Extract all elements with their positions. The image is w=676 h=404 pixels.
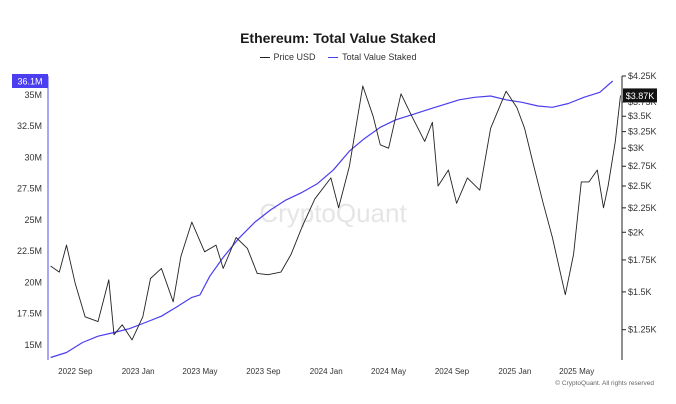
x-tick-label: 2024 Sep [435, 367, 470, 376]
left-tick-label: 27.5M [17, 184, 42, 194]
x-tick-label: 2024 May [371, 367, 406, 376]
x-tick-label: 2024 Jan [310, 367, 343, 376]
value-badges: 36.1M $3.87K [12, 74, 657, 103]
x-tick-label: 2023 May [182, 367, 217, 376]
copyright-footer: © CryptoQuant. All rights reserved [555, 380, 654, 387]
staked-value-badge-bg [12, 74, 48, 89]
left-tick-label: 22.5M [17, 246, 42, 256]
left-tick-label: 30M [24, 152, 42, 162]
x-tick-label: 2025 Jan [498, 367, 531, 376]
legend-staked[interactable]: Total Value Staked [328, 52, 416, 62]
right-tick-label: $1.25K [628, 325, 657, 335]
right-tick-label: $3.25K [628, 127, 657, 137]
right-axis: $1.25K $1.5K $1.75K $2K $2.25K $2.5K $2.75K $3K… [621, 71, 657, 360]
x-tick-label: 2025 May [559, 367, 594, 376]
right-tick-label: $1.75K [628, 255, 657, 265]
series-layer [50, 80, 621, 359]
staked-value-badge: 36.1M [17, 77, 42, 87]
x-tick-label: 2023 Sep [246, 367, 281, 376]
chart-legend: Price USD Total Value Staked [0, 52, 676, 62]
left-tick-label: 25M [24, 215, 42, 225]
right-tick-label: $3K [628, 143, 644, 153]
right-tick-label: $1.5K [628, 287, 652, 297]
legend-price-label: Price USD [273, 52, 316, 62]
right-tick-label: $2.5K [628, 181, 652, 191]
left-tick-label: 17.5M [17, 309, 42, 319]
legend-price[interactable]: Price USD [259, 52, 316, 62]
left-tick-label: 32.5M [17, 121, 42, 131]
right-tick-label: $2K [628, 227, 644, 237]
price-series-line [50, 85, 621, 341]
left-axis: 15M 17.5M 20M 22.5M 25M 27.5M 30M 32.5M 35M [17, 76, 49, 360]
x-tick-label: 2022 Sep [58, 367, 93, 376]
left-tick-label: 35M [24, 90, 42, 100]
right-tick-label: $2.75K [628, 161, 657, 171]
legend-staked-label: Total Value Staked [342, 52, 417, 62]
left-tick-label: 20M [24, 277, 42, 287]
price-value-badge-bg [623, 88, 657, 103]
right-tick-label: $3.5K [628, 111, 652, 121]
right-tick-label: $4.25K [628, 71, 657, 81]
watermark: CryptoQuant [259, 198, 407, 228]
x-tick-label: 2023 Jan [122, 367, 155, 376]
chart-title: Ethereum: Total Value Staked [240, 30, 436, 46]
left-tick-label: 15M [24, 340, 42, 350]
legend-staked-swatch [328, 57, 339, 59]
legend-price-swatch [259, 57, 270, 59]
x-axis: 2022 Sep 2023 Jan 2023 May 2023 Sep 2024 Jan… [58, 367, 594, 376]
right-tick-label: $2.25K [628, 203, 657, 213]
price-value-badge: $3.87K [626, 91, 655, 101]
staked-series-line [50, 80, 614, 359]
